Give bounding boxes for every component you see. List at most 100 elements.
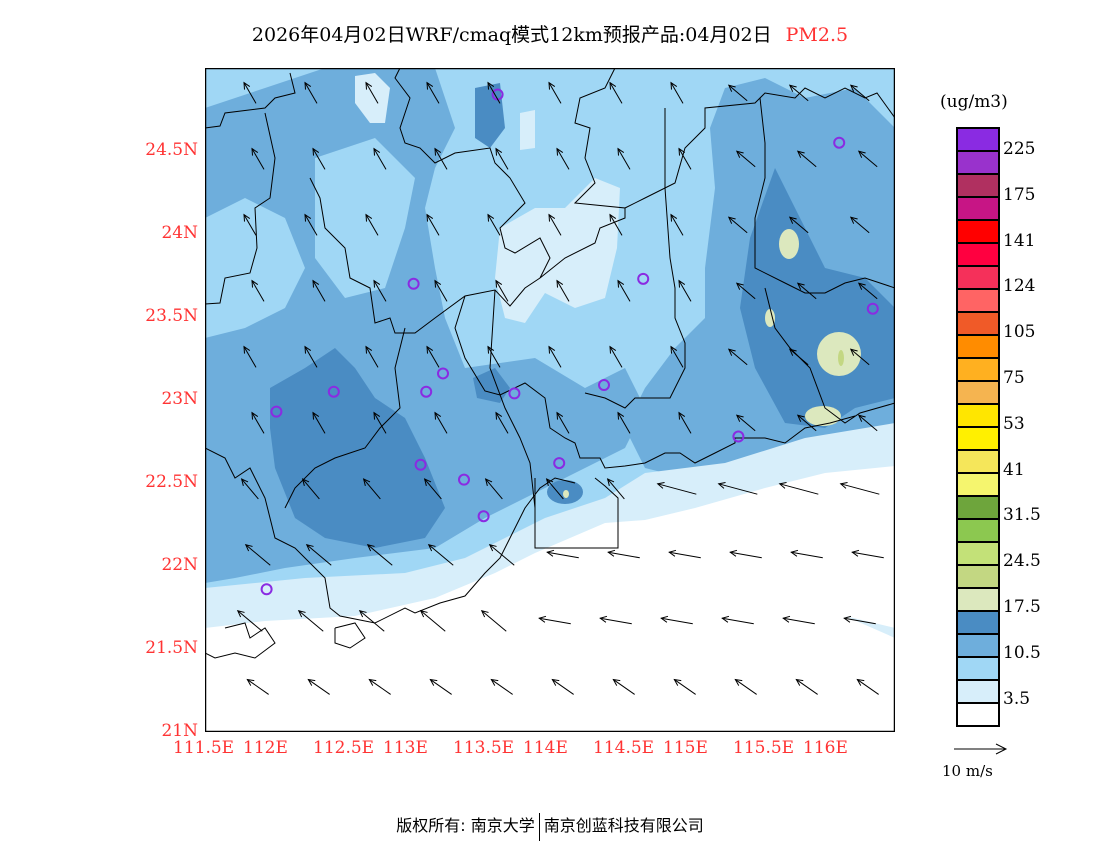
wind-arrow	[670, 345, 684, 368]
colorbar-swatch	[958, 267, 998, 290]
colorbar-swatch	[958, 152, 998, 175]
colorbar-label: 10.5	[1003, 642, 1041, 663]
station-marker	[732, 430, 745, 443]
wind-arrow	[426, 213, 440, 236]
coastline-islands	[334, 622, 366, 649]
colorbar-swatch	[958, 175, 998, 198]
wind-arrow	[548, 81, 562, 104]
x-tick-label: 115E	[663, 738, 708, 758]
colorbar-label: 141	[1003, 230, 1036, 251]
wind-arrow	[429, 678, 452, 695]
coastline-hk	[534, 477, 619, 549]
wind-arrow	[312, 147, 326, 170]
wind-arrow	[849, 84, 870, 102]
station-marker	[866, 302, 879, 315]
wind-arrow	[243, 81, 257, 104]
boundary-line	[539, 68, 626, 279]
wind-arrow	[673, 678, 696, 695]
y-tick-label: 23N	[161, 389, 198, 409]
station-marker	[407, 277, 420, 290]
wind-arrow	[304, 213, 318, 236]
wind-arrow	[796, 414, 817, 432]
wind-arrow	[788, 348, 809, 366]
y-tick-label: 22N	[161, 555, 198, 575]
title-main: 2026年04月02日WRF/cmaq模式12km预报产品:04月02日	[251, 24, 772, 46]
station-marker	[598, 379, 610, 392]
contour-24.5	[838, 350, 844, 366]
wind-arrow	[717, 482, 758, 495]
wind-arrow	[365, 81, 379, 104]
x-tick-label: 116E	[803, 738, 848, 758]
colorbar-swatch	[958, 198, 998, 221]
wind-arrow	[609, 81, 623, 104]
wind-arrow	[365, 345, 379, 368]
wind-arrow	[851, 549, 884, 559]
title-species: PM2.5	[785, 24, 849, 46]
colorbar-swatch	[958, 405, 998, 428]
wind-arrow	[434, 411, 448, 434]
wind-arrow	[304, 81, 318, 104]
wind-arrow	[495, 147, 509, 170]
colorbar-swatch	[958, 221, 998, 244]
station-marker	[833, 136, 846, 149]
wind-arrow	[236, 609, 263, 632]
colorbar-label: 53	[1003, 413, 1025, 434]
colorbar-swatch	[958, 704, 998, 725]
wind-arrow	[373, 411, 387, 434]
station-marker	[553, 457, 566, 470]
wind-arrow	[366, 543, 393, 566]
footer-left: 版权所有: 南京大学	[396, 816, 535, 835]
wind-arrow	[843, 615, 876, 625]
wind-arrow	[297, 609, 324, 632]
wind-arrow	[244, 543, 271, 566]
wind-arrow	[545, 478, 564, 500]
wind-arrow	[599, 615, 632, 625]
wind-arrow	[488, 543, 515, 566]
wind-arrow	[305, 543, 332, 566]
colorbar-label: 75	[1003, 367, 1025, 388]
wind-arrow	[434, 279, 448, 302]
contour-17.5-a	[779, 229, 799, 259]
wind-arrow	[796, 150, 817, 168]
station-marker	[420, 385, 433, 398]
wind-arrow	[721, 615, 754, 625]
station-marker	[260, 583, 273, 596]
x-tick-label: 113.5E	[453, 738, 515, 758]
colorbar-swatch	[958, 428, 998, 451]
wind-arrow	[301, 478, 320, 500]
wind-arrow	[304, 345, 318, 368]
wind-arrow	[735, 150, 756, 168]
pm25-map	[205, 68, 895, 732]
y-tick-label: 21N	[161, 721, 198, 741]
coastlines-and-boundaries	[205, 68, 895, 659]
wind-arrow	[373, 147, 387, 170]
colorbar-swatch	[958, 474, 998, 497]
x-tick-label: 114E	[523, 738, 568, 758]
wind-arrow	[660, 615, 693, 625]
x-tick-label: 112.5E	[313, 738, 375, 758]
contour-dark-west	[270, 348, 445, 548]
wind-arrow	[790, 549, 823, 559]
sea-below-3.5	[205, 466, 895, 732]
wind-arrow	[678, 411, 692, 434]
colorbar-label: 225	[1003, 138, 1036, 159]
wind-arrow	[856, 678, 879, 695]
wind-arrow	[495, 411, 509, 434]
copyright-footer: 版权所有: 南京大学 南京创蓝科技有限公司	[0, 812, 1100, 841]
wind-arrow	[729, 549, 762, 559]
wind-arrow	[839, 482, 880, 495]
station-marker	[508, 387, 521, 400]
colorbar-swatch	[958, 244, 998, 267]
contour-light-central	[315, 138, 415, 298]
wind-arrow	[727, 216, 748, 234]
wind-arrow	[362, 478, 381, 500]
wind-arrow	[796, 282, 817, 300]
colorbar-label: 31.5	[1003, 505, 1041, 526]
wind-arrow	[727, 348, 748, 366]
colorbar-swatch	[958, 589, 998, 612]
wind-arrow	[668, 549, 701, 559]
wind-arrow	[612, 678, 635, 695]
boundary-line	[205, 72, 296, 129]
wind-arrow	[243, 345, 257, 368]
